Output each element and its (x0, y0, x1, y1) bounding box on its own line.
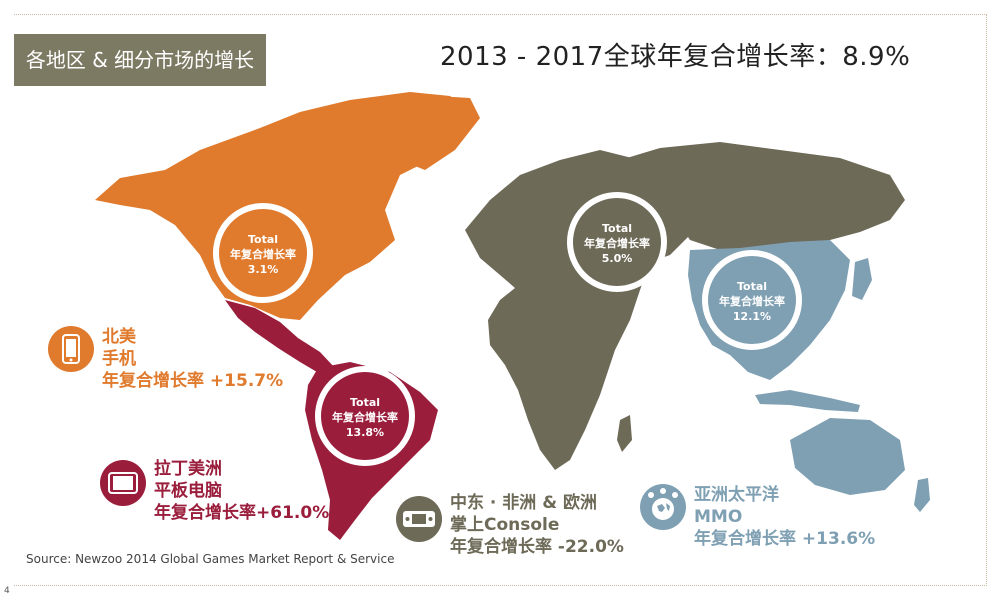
central-america-shape (225, 300, 335, 375)
circle-value: 5.0% (601, 252, 633, 265)
section-tag: 各地区 & 细分市场的增长 (14, 34, 266, 86)
greenland-shape (380, 95, 480, 170)
latin-america-label: 拉丁美洲 平板电脑 年复合增长率+61.0% (154, 458, 329, 524)
mmo-globe-icon (640, 484, 686, 534)
emea-circle-text: Total 年复合增长率 5.0% (567, 221, 667, 266)
region-name: 拉丁美洲 (154, 459, 222, 479)
source-note: Source: Newzoo 2014 Global Games Market … (26, 552, 395, 566)
indonesia-shape (755, 390, 860, 412)
page-frame (14, 14, 987, 586)
page-number: 4 (4, 586, 10, 596)
latin-america-circle (315, 366, 415, 466)
region-name: 中东 · 非洲 & 欧洲 (450, 493, 597, 513)
region-name: 北美 (102, 327, 136, 347)
region-name: 亚洲太平洋 (694, 485, 779, 505)
circle-value: 12.1% (732, 310, 772, 323)
emea-circle (567, 192, 667, 292)
circle-cagr-label: 年复合增长率 (230, 248, 296, 261)
smartphone-icon (48, 326, 94, 376)
circle-value: 3.1% (247, 263, 279, 276)
circle-total-label: Total (736, 280, 768, 293)
segment-name: 掌上Console (450, 515, 560, 535)
emea-label: 中东 · 非洲 & 欧洲 掌上Console 年复合增长率 -22.0% (450, 492, 624, 558)
circle-total-label: Total (247, 233, 279, 246)
circle-total-label: Total (601, 222, 633, 235)
new-zealand-shape (914, 478, 930, 512)
segment-cagr: 年复合增长率 -22.0% (450, 537, 624, 557)
australia-shape (790, 418, 905, 495)
north-asia-shape (620, 142, 905, 250)
north-america-shape (95, 92, 470, 320)
segment-cagr: 年复合增长率+61.0% (154, 503, 330, 523)
circle-cagr-label: 年复合增长率 (584, 237, 650, 250)
tablet-icon (100, 460, 146, 510)
north-america-label: 北美 手机 年复合增长率 +15.7% (102, 326, 283, 392)
apac-circle-text: Total 年复合增长率 12.1% (702, 279, 802, 324)
headline: 2013 - 2017全球年复合增长率：8.9% (440, 42, 911, 72)
segment-cagr: 年复合增长率 +13.6% (694, 529, 876, 549)
north-america-circle-text: Total 年复合增长率 3.1% (213, 232, 313, 277)
latin-america-circle-text: Total 年复合增长率 13.8% (315, 395, 415, 440)
circle-cagr-label: 年复合增长率 (719, 295, 785, 308)
apac-circle (702, 250, 802, 350)
circle-cagr-label: 年复合增长率 (332, 411, 398, 424)
north-america-circle (213, 203, 313, 303)
segment-name: 平板电脑 (154, 481, 222, 501)
handheld-console-icon (396, 496, 442, 546)
circle-value: 13.8% (345, 426, 385, 439)
segment-cagr: 年复合增长率 +15.7% (102, 371, 284, 391)
segment-name: 手机 (102, 349, 136, 369)
japan-shape (852, 258, 872, 300)
circle-total-label: Total (349, 396, 381, 409)
segment-name: MMO (694, 507, 743, 527)
apac-label: 亚洲太平洋 MMO 年复合增长率 +13.6% (694, 484, 875, 550)
madagascar-shape (617, 415, 632, 452)
